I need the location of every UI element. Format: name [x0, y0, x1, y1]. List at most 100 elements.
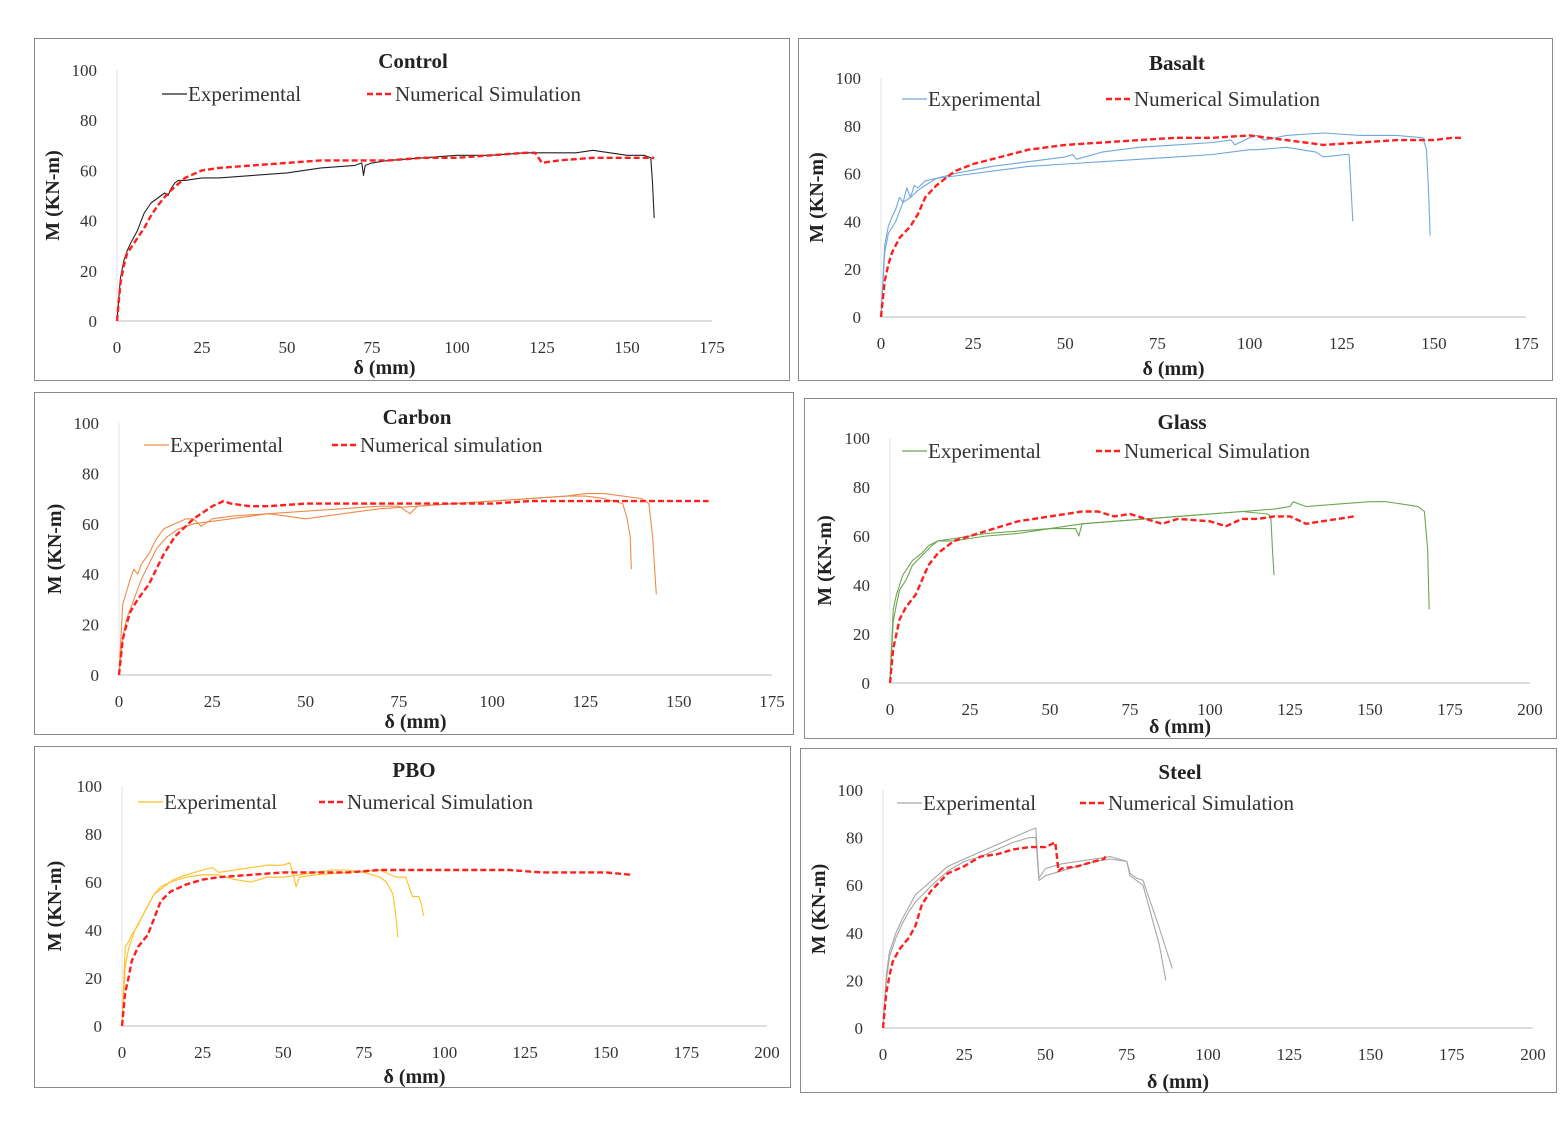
experimental-series-line: [882, 837, 1167, 1029]
y-tick-label: 20: [85, 969, 102, 988]
x-axis-label: δ (mm): [384, 711, 446, 733]
x-tick-label: 125: [1277, 1045, 1303, 1064]
x-tick-label: 125: [529, 338, 555, 357]
x-tick-label: 175: [1513, 334, 1539, 353]
y-tick-label: 100: [72, 61, 98, 80]
experimental-series-line: [880, 132, 1431, 318]
y-tick-label: 20: [846, 971, 863, 990]
chart-panel-basalt: 0 25 50 75 100 125 150 175 0 20 40 60 80 100 Basalt δ (…: [798, 38, 1553, 381]
x-tick-label: 0: [115, 692, 124, 711]
x-tick-label: 175: [1439, 1045, 1465, 1064]
y-axis-label: M (KN-m): [42, 150, 64, 241]
x-tick-label: 175: [1437, 700, 1463, 719]
x-tick-label: 200: [754, 1043, 780, 1062]
chart-svg: 0 25 50 75 100 125 150 175 0 20 40 60 80 100 Carbon δ (…: [44, 405, 785, 733]
numerical-series-line: [117, 499, 709, 676]
y-tick-label: 0: [91, 666, 100, 685]
x-tick-label: 0: [113, 338, 122, 357]
experimental-series-line: [889, 510, 1275, 684]
y-tick-label: 60: [80, 161, 97, 180]
y-tick-label: 0: [94, 1017, 103, 1036]
x-tick-label: 100: [1237, 334, 1263, 353]
y-tick-label: 40: [853, 576, 870, 595]
x-tick-label: 100: [1197, 700, 1223, 719]
experimental-series-line: [116, 149, 655, 322]
legend-experimental-label: Experimental: [164, 790, 277, 814]
x-tick-label: 125: [1277, 700, 1303, 719]
y-tick-label: 40: [846, 924, 863, 943]
x-tick-label: 25: [956, 1045, 973, 1064]
y-tick-label: 40: [85, 921, 102, 940]
y-tick-label: 40: [82, 565, 99, 584]
y-tick-label: 40: [80, 212, 97, 231]
chart-title: PBO: [392, 758, 435, 782]
y-tick-label: 80: [82, 464, 99, 483]
x-tick-label: 100: [432, 1043, 458, 1062]
y-tick-label: 60: [844, 165, 861, 184]
numerical-series-line: [120, 868, 632, 1027]
y-tick-label: 20: [80, 262, 97, 281]
x-tick-label: 125: [512, 1043, 538, 1062]
x-tick-label: 75: [1122, 700, 1139, 719]
experimental-series-line: [118, 495, 632, 676]
y-tick-label: 20: [853, 625, 870, 644]
chart-panel-carbon: 0 25 50 75 100 125 150 175 0 20 40 60 80 100 Carbon δ (…: [34, 392, 794, 735]
y-tick-label: 80: [846, 829, 863, 848]
legend-experimental-label: Experimental: [923, 791, 1036, 815]
legend-experimental-label: Experimental: [188, 82, 301, 106]
x-tick-label: 125: [1329, 334, 1355, 353]
y-tick-label: 80: [85, 825, 102, 844]
x-tick-label: 75: [1118, 1045, 1135, 1064]
y-tick-label: 0: [89, 312, 98, 331]
legend-numerical-label: Numerical Simulation: [1134, 87, 1321, 111]
legend-experimental-label: Experimental: [170, 433, 283, 457]
experimental-series-line: [889, 501, 1430, 684]
experimental-series-line: [882, 827, 1173, 1029]
y-tick-label: 60: [85, 873, 102, 892]
legend-numerical-label: Numerical Simulation: [1108, 791, 1295, 815]
x-axis-label: δ (mm): [1147, 1071, 1209, 1093]
x-tick-label: 0: [118, 1043, 127, 1062]
x-tick-label: 50: [1057, 334, 1074, 353]
x-axis-label: δ (mm): [1149, 716, 1211, 738]
x-tick-label: 125: [573, 692, 599, 711]
y-tick-label: 100: [845, 429, 871, 448]
experimental-series-line: [118, 493, 657, 676]
chart-title: Glass: [1157, 410, 1206, 434]
x-tick-label: 150: [1358, 1045, 1384, 1064]
y-tick-label: 0: [862, 674, 871, 693]
y-tick-label: 20: [82, 616, 99, 635]
y-tick-label: 100: [836, 69, 862, 88]
x-tick-label: 150: [1357, 700, 1383, 719]
x-tick-label: 25: [204, 692, 221, 711]
chart-panel-glass: 0 25 50 75 100 125 150 175 200 0 20 40 60 80 100 Glass δ…: [804, 398, 1557, 739]
chart-svg: 0 25 50 75 100 125 150 175 200 0 20 40 60 80 100 Steel δ…: [808, 760, 1546, 1093]
y-tick-label: 80: [844, 117, 861, 136]
x-tick-label: 150: [1421, 334, 1447, 353]
chart-svg: 0 25 50 75 100 125 150 175 200 0 20 40 60 80 100 PBO δ (…: [44, 758, 780, 1088]
experimental-series-line: [880, 146, 1354, 318]
y-axis-label: M (KN-m): [814, 515, 836, 606]
experimental-series-line: [121, 862, 425, 1027]
x-tick-label: 100: [1195, 1045, 1221, 1064]
numerical-series-line: [888, 510, 1355, 684]
y-tick-label: 60: [846, 876, 863, 895]
y-tick-label: 100: [838, 781, 864, 800]
x-tick-label: 0: [879, 1045, 888, 1064]
x-tick-label: 100: [479, 692, 505, 711]
chart-title: Control: [378, 49, 448, 73]
experimental-series-line: [121, 869, 399, 1027]
y-tick-label: 80: [80, 111, 97, 130]
numerical-series-line: [881, 841, 1107, 1029]
x-tick-label: 50: [275, 1043, 292, 1062]
x-tick-label: 0: [886, 700, 895, 719]
x-tick-label: 75: [364, 338, 381, 357]
x-tick-label: 0: [877, 334, 886, 353]
x-tick-label: 150: [614, 338, 640, 357]
y-axis-label: M (KN-m): [806, 152, 828, 243]
y-tick-label: 60: [853, 527, 870, 546]
x-tick-label: 100: [444, 338, 470, 357]
chart-title: Carbon: [383, 405, 452, 429]
numerical-series-line: [879, 134, 1464, 318]
y-tick-label: 20: [844, 260, 861, 279]
